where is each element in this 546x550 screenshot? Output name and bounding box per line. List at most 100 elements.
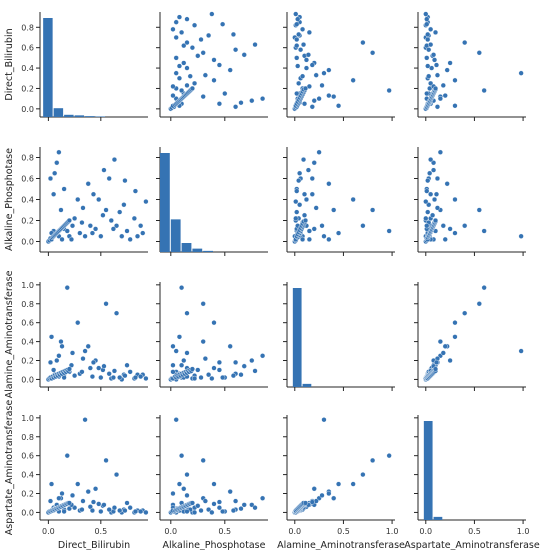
scatter-point-alkaline-phosphotase-vs-aspartate-aminotransferase (462, 223, 468, 229)
scatter-point-direct-bilirubin-vs-alkaline-phosphotase (173, 34, 179, 41)
scatter-point-alamine-aminotransferase-vs-alkaline-phosphotase (200, 301, 206, 307)
scatter-point-alamine-aminotransferase-vs-alkaline-phosphotase (227, 343, 233, 349)
scatter-point-aspartate-aminotransferase-vs-direct-bilirubin (79, 506, 85, 513)
scatter-point-aspartate-aminotransferase-vs-direct-bilirubin (122, 507, 128, 514)
scatter-point-direct-bilirubin-vs-alkaline-phosphotase (209, 11, 215, 17)
scatter-point-alamine-aminotransferase-vs-alkaline-phosphotase (220, 374, 226, 381)
scatter-point-direct-bilirubin-vs-alkaline-phosphotase (181, 43, 187, 49)
scatter-point-alamine-aminotransferase-vs-aspartate-aminotransferase (440, 350, 446, 356)
scatter-point-alkaline-phosphotase-vs-aspartate-aminotransferase (427, 170, 433, 176)
scatter-point-direct-bilirubin-vs-alkaline-phosphotase (252, 42, 258, 48)
ytick-label-direct-bilirubin: 0.6 (21, 44, 34, 53)
scatter-point-alamine-aminotransferase-vs-direct-bilirubin (56, 353, 62, 359)
scatter-point-aspartate-aminotransferase-vs-direct-bilirubin (61, 508, 67, 515)
scatter-point-alamine-aminotransferase-vs-alkaline-phosphotase (170, 369, 176, 375)
scatter-point-alamine-aminotransferase-vs-alkaline-phosphotase (179, 285, 185, 291)
y-axis-title-direct-bilirubin: Direct_Bilirubin (4, 28, 15, 100)
scatter-point-alkaline-phosphotase-vs-alamine-aminotransferase (386, 228, 392, 234)
scatter-point-direct-bilirubin-vs-alamine-aminotransferase (301, 101, 308, 107)
scatter-point-alkaline-phosphotase-vs-alamine-aminotransferase (311, 160, 317, 166)
scatter-point-direct-bilirubin-vs-aspartate-aminotransferase (424, 90, 430, 97)
scatter-point-alamine-aminotransferase-vs-direct-bilirubin (132, 374, 139, 381)
scatter-point-aspartate-aminotransferase-vs-alkaline-phosphotase (184, 492, 190, 499)
scatter-point-direct-bilirubin-vs-aspartate-aminotransferase (433, 62, 440, 68)
scatter-point-direct-bilirubin-vs-alamine-aminotransferase (350, 77, 356, 83)
scatter-point-direct-bilirubin-vs-alkaline-phosphotase (222, 90, 228, 97)
scatter-point-alamine-aminotransferase-vs-alkaline-phosphotase (181, 357, 187, 364)
scatter-point-aspartate-aminotransferase-vs-alkaline-phosphotase (189, 500, 196, 506)
y-axis-title-aspartate-aminotransferase: Aspartate_Aminotransferase (4, 400, 15, 536)
scatter-point-alkaline-phosphotase-vs-aspartate-aminotransferase (481, 228, 487, 234)
xtick-label-alkaline-phosphotase: 0.5 (218, 527, 231, 536)
scatter-point-aspartate-aminotransferase-vs-alkaline-phosphotase (195, 503, 201, 509)
scatter-point-alamine-aminotransferase-vs-direct-bilirubin (117, 374, 123, 381)
x-axis-title-aspartate-aminotransferase: Aspartate_Aminotransferase (404, 540, 540, 550)
scatter-point-aspartate-aminotransferase-vs-alamine-aminotransferase (360, 471, 366, 478)
scatter-point-direct-bilirubin-vs-aspartate-aminotransferase (437, 96, 443, 102)
scatter-point-aspartate-aminotransferase-vs-direct-bilirubin (59, 490, 65, 497)
scatter-point-direct-bilirubin-vs-alkaline-phosphotase (176, 14, 183, 20)
scatter-point-alamine-aminotransferase-vs-aspartate-aminotransferase (476, 301, 482, 307)
scatter-point-direct-bilirubin-vs-alkaline-phosphotase (184, 16, 190, 22)
scatter-point-alkaline-phosphotase-vs-direct-bilirubin (56, 149, 62, 155)
scatter-point-direct-bilirubin-vs-alamine-aminotransferase (303, 57, 310, 63)
scatter-point-alamine-aminotransferase-vs-direct-bilirubin (79, 369, 85, 375)
scatter-point-alamine-aminotransferase-vs-alkaline-phosphotase (198, 374, 204, 381)
scatter-point-direct-bilirubin-vs-aspartate-aminotransferase (432, 29, 439, 35)
scatter-point-alamine-aminotransferase-vs-alkaline-phosphotase (238, 372, 244, 378)
ytick-label-alkaline-phosphotase: 0.2 (21, 217, 34, 226)
scatter-point-alkaline-phosphotase-vs-aspartate-aminotransferase (428, 191, 434, 197)
hist-bar-aspartate-aminotransferase (423, 421, 433, 520)
scatter-point-alkaline-phosphotase-vs-alamine-aminotransferase (350, 196, 356, 203)
x-axis-title-alkaline-phosphotase: Alkaline_Phosphotase (163, 540, 266, 550)
scatter-point-aspartate-aminotransferase-vs-direct-bilirubin (47, 498, 54, 504)
scatter-point-aspartate-aminotransferase-vs-direct-bilirubin (92, 486, 99, 492)
scatter-point-alamine-aminotransferase-vs-alkaline-phosphotase (184, 310, 190, 316)
scatter-point-alamine-aminotransferase-vs-alkaline-phosphotase (179, 362, 185, 368)
scatter-point-alkaline-phosphotase-vs-alamine-aminotransferase (309, 191, 315, 197)
scatter-point-alkaline-phosphotase-vs-direct-bilirubin (100, 212, 106, 218)
scatter-point-direct-bilirubin-vs-aspartate-aminotransferase (428, 26, 434, 32)
scatter-point-aspartate-aminotransferase-vs-alamine-aminotransferase (370, 457, 376, 464)
xtick-label-direct-bilirubin: 0.0 (42, 527, 55, 536)
scatter-point-direct-bilirubin-vs-alamine-aminotransferase (295, 63, 301, 69)
scatter-point-alkaline-phosphotase-vs-direct-bilirubin (96, 196, 102, 203)
scatter-point-aspartate-aminotransferase-vs-direct-bilirubin (113, 471, 120, 478)
scatter-point-alamine-aminotransferase-vs-direct-bilirubin (103, 301, 109, 307)
scatter-point-alamine-aminotransferase-vs-alkaline-phosphotase (216, 367, 223, 373)
scatter-point-alkaline-phosphotase-vs-direct-bilirubin (47, 175, 54, 182)
scatter-point-direct-bilirubin-vs-alamine-aminotransferase (294, 43, 300, 49)
scatter-point-alkaline-phosphotase-vs-alamine-aminotransferase (370, 207, 376, 213)
scatter-point-direct-bilirubin-vs-aspartate-aminotransferase (423, 11, 429, 17)
scatter-point-aspartate-aminotransferase-vs-alkaline-phosphotase (238, 506, 244, 512)
scatter-point-direct-bilirubin-vs-alkaline-phosphotase (216, 101, 223, 107)
scatter-point-alamine-aminotransferase-vs-alkaline-phosphotase (195, 367, 201, 373)
scatter-point-aspartate-aminotransferase-vs-alkaline-phosphotase (170, 490, 176, 497)
scatter-point-alkaline-phosphotase-vs-direct-bilirubin (68, 236, 75, 243)
y-axis-title-alkaline-phosphotase: Alkaline_Phosphotase (4, 148, 15, 251)
xtick-label-aspartate-aminotransferase: 0.5 (468, 527, 481, 536)
scatter-point-alkaline-phosphotase-vs-direct-bilirubin (85, 181, 91, 187)
scatter-point-alamine-aminotransferase-vs-aspartate-aminotransferase (518, 348, 524, 354)
scatter-point-aspartate-aminotransferase-vs-alkaline-phosphotase (233, 498, 239, 504)
scatter-point-direct-bilirubin-vs-alamine-aminotransferase (360, 39, 366, 46)
scatter-point-alamine-aminotransferase-vs-aspartate-aminotransferase (481, 285, 487, 291)
scatter-point-alkaline-phosphotase-vs-alamine-aminotransferase (326, 181, 332, 187)
x-axis-title-alamine-aminotransferase: Alamine_Aminotransferase (277, 540, 405, 550)
scatter-point-alamine-aminotransferase-vs-direct-bilirubin (47, 359, 54, 366)
scatter-point-direct-bilirubin-vs-aspartate-aminotransferase (440, 82, 446, 88)
scatter-point-direct-bilirubin-vs-alamine-aminotransferase (294, 21, 300, 27)
scatter-point-alamine-aminotransferase-vs-alkaline-phosphotase (176, 334, 183, 340)
scatter-point-aspartate-aminotransferase-vs-alkaline-phosphotase (184, 471, 190, 478)
scatter-point-aspartate-aminotransferase-vs-direct-bilirubin (106, 506, 112, 513)
ytick-label-aspartate-aminotransferase: 0.2 (21, 490, 34, 499)
scatter-point-alkaline-phosphotase-vs-alamine-aminotransferase (313, 205, 319, 211)
scatter-point-alkaline-phosphotase-vs-aspartate-aminotransferase (452, 196, 458, 203)
ytick-label-direct-bilirubin: 0.2 (21, 84, 34, 93)
scatter-point-alkaline-phosphotase-vs-alamine-aminotransferase (316, 149, 322, 155)
scatter-point-direct-bilirubin-vs-aspartate-aminotransferase (447, 60, 453, 66)
scatter-point-aspartate-aminotransferase-vs-alkaline-phosphotase (260, 495, 266, 501)
scatter-point-direct-bilirubin-vs-alkaline-phosphotase (260, 96, 266, 102)
scatter-point-aspartate-aminotransferase-vs-alkaline-phosphotase (211, 501, 217, 507)
scatter-point-alkaline-phosphotase-vs-aspartate-aminotransferase (423, 215, 429, 222)
